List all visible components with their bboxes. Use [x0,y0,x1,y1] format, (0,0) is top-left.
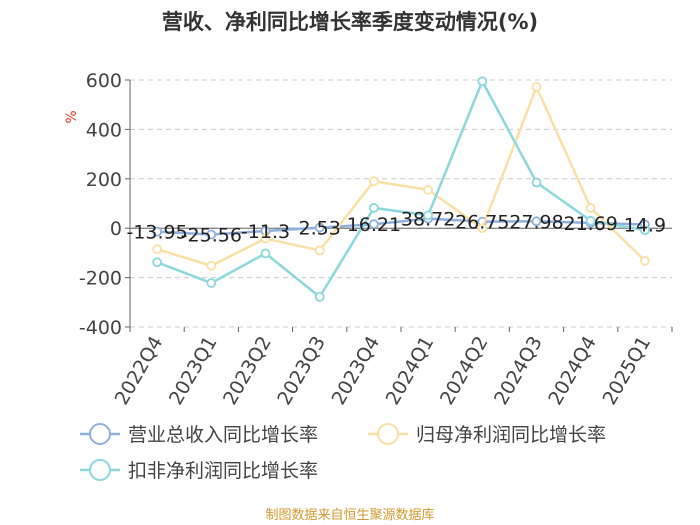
legend-marker-icon [377,423,399,445]
data-point[interactable] [585,203,596,213]
x-tick-label: 2022Q4 [111,333,168,409]
x-tick-label: 2024Q1 [382,333,439,409]
data-point[interactable] [368,203,379,213]
y-tick-label: 200 [86,169,122,191]
x-tick-label: 2023Q2 [219,333,276,409]
data-point[interactable] [368,219,379,230]
data-point[interactable] [640,225,650,236]
legend-label: 营业总收入同比增长率 [128,424,318,446]
legend-label: 归母净利润同比增长率 [416,424,606,446]
y-tick-label: 400 [86,119,122,141]
data-point[interactable] [206,260,217,271]
y-tick-label: -200 [79,268,122,290]
x-tick-label: 2023Q3 [273,333,330,409]
legend-marker-icon [89,423,111,445]
data-label: -25.56 [181,225,242,247]
data-point[interactable] [531,216,542,227]
data-point[interactable] [152,244,163,255]
x-tick-label: 2024Q3 [490,333,547,409]
data-point[interactable] [260,233,271,244]
data-label: 16.21 [347,214,401,236]
data-point[interactable] [206,229,217,240]
legend-item[interactable]: 营业总收入同比增长率 [80,423,318,446]
data-point[interactable] [368,176,379,187]
series-line-2 [156,79,646,299]
data-label: 38.72 [401,209,455,231]
data-point[interactable] [477,76,488,87]
data-label: 2.53 [299,218,341,240]
x-tick-label: 2024Q4 [544,333,601,409]
data-point[interactable] [152,257,163,268]
data-point[interactable] [585,215,596,226]
x-tick-label: 2023Q4 [327,333,384,409]
legend-item[interactable]: 扣非净利润同比增长率 [80,459,318,482]
data-label: 14.9 [624,215,666,237]
y-axis-label: % [64,110,80,123]
data-label: -13.95 [126,222,187,244]
y-tick-label: 0 [110,218,122,240]
data-point[interactable] [206,278,217,288]
data-point[interactable] [477,223,488,234]
legend-label: 扣非净利润同比增长率 [128,460,318,482]
y-tick-label: -400 [79,317,122,339]
data-point[interactable] [260,248,271,259]
data-point[interactable] [314,222,325,233]
data-point[interactable] [423,185,434,195]
y-tick-label: 600 [86,70,122,92]
chart-title: 营收、净利同比增长率季度变动情况(%) [162,10,538,34]
data-point[interactable] [423,210,434,221]
data-point[interactable] [640,255,650,266]
data-label: 21.69 [563,213,617,235]
series-lines [152,76,650,302]
data-point[interactable] [531,177,542,188]
data-label: 26.75 [455,212,509,234]
data-label: 27.98 [509,211,563,233]
x-tick-label: 2025Q1 [598,333,655,409]
x-tick-label: 2024Q2 [436,333,493,409]
data-point[interactable] [531,82,542,92]
data-point[interactable] [152,226,163,237]
data-point[interactable] [314,245,325,256]
series-line-0 [157,217,645,236]
x-tick-label: 2023Q1 [165,333,222,409]
series-line-1 [156,85,646,267]
data-point[interactable] [314,291,325,302]
data-label: -11.3 [241,221,290,243]
data-labels: -13.95-25.56-11.3 2.53 16.21 38.72 26.75 27.9… [126,209,666,247]
legend-item[interactable]: 归母净利润同比增长率 [368,423,606,446]
legend-marker-icon [89,459,111,481]
source-note: 制图数据来自恒生聚源数据库 [265,507,434,523]
